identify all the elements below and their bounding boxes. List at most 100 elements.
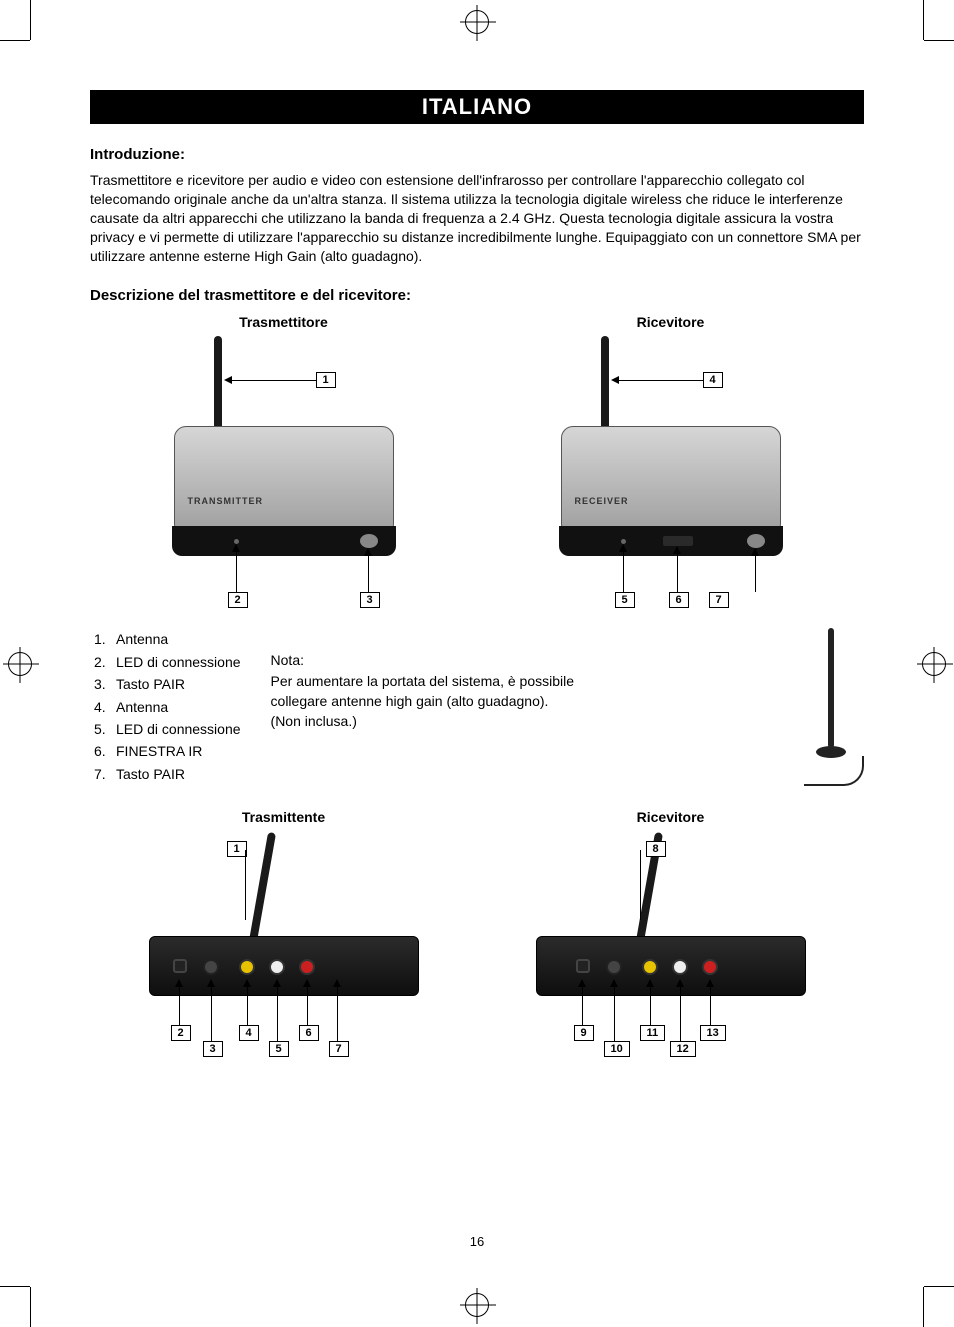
legend-item: LED di connessione xyxy=(116,654,241,670)
video-jack-icon xyxy=(642,959,658,975)
callout-12: 12 xyxy=(670,1041,696,1057)
intro-body: Trasmettitore e ricevitore per audio e v… xyxy=(90,171,864,265)
dc-port-icon xyxy=(576,959,590,973)
callout-1: 1 xyxy=(316,372,336,388)
registration-mark-icon xyxy=(465,10,489,34)
crop-mark xyxy=(0,1286,30,1287)
ir-window-icon xyxy=(663,536,693,546)
device-text: RECEIVER xyxy=(575,496,629,506)
callout-2: 2 xyxy=(171,1025,191,1041)
arrow-icon xyxy=(646,979,654,987)
crop-mark xyxy=(924,40,954,41)
dc-port-icon xyxy=(173,959,187,973)
legend-item: FINESTRA IR xyxy=(116,743,202,759)
description-heading: Descrizione del trasmettitore e del rice… xyxy=(90,287,864,304)
callout-line xyxy=(582,981,583,1025)
callout-line xyxy=(179,981,180,1025)
arrow-icon xyxy=(619,544,627,552)
callout-10: 10 xyxy=(604,1041,630,1057)
page-content: ITALIANO Introduzione: Trasmettitore e r… xyxy=(90,90,864,1267)
legend-num: 2. xyxy=(94,651,116,673)
callout-4: 4 xyxy=(703,372,723,388)
callout-line xyxy=(236,546,237,592)
legend-row: 1.Antenna 2.LED di connessione 3.Tasto P… xyxy=(90,628,864,785)
callout-11: 11 xyxy=(640,1025,666,1041)
audio-l-jack-icon xyxy=(672,959,688,975)
callout-line xyxy=(677,548,678,592)
arrow-icon xyxy=(273,979,281,987)
callout-3: 3 xyxy=(203,1041,223,1057)
page-number: 16 xyxy=(90,1234,864,1249)
arrow-icon xyxy=(333,979,341,987)
legend-item: Tasto PAIR xyxy=(116,766,185,782)
callout-line xyxy=(710,981,711,1025)
transmitter-figure: Trasmettitore TRANSMITTER 1 2 3 xyxy=(90,314,477,616)
figure-row-top: Trasmettitore TRANSMITTER 1 2 3 xyxy=(90,314,864,616)
receiver-figure: Ricevitore RECEIVER 4 5 6 xyxy=(477,314,864,616)
callout-7: 7 xyxy=(709,592,729,608)
arrow-icon xyxy=(673,546,681,554)
note-text: (Non inclusa.) xyxy=(271,711,631,731)
legend-num: 7. xyxy=(94,763,116,785)
audio-r-jack-icon xyxy=(299,959,315,975)
legend-item: Antenna xyxy=(116,699,168,715)
crop-mark xyxy=(0,40,30,41)
audio-r-jack-icon xyxy=(702,959,718,975)
arrow-icon xyxy=(611,376,619,384)
arrow-icon xyxy=(224,376,232,384)
crop-mark xyxy=(30,1287,31,1327)
callout-6: 6 xyxy=(299,1025,319,1041)
arrow-icon xyxy=(676,979,684,987)
legend-num: 1. xyxy=(94,628,116,650)
power-led-icon xyxy=(606,959,622,975)
registration-mark-icon xyxy=(465,1293,489,1317)
figure-row-rear: Trasmittente 1 xyxy=(90,809,864,1091)
device-body xyxy=(561,426,781,536)
callout-line xyxy=(277,981,278,1041)
callout-4: 4 xyxy=(239,1025,259,1041)
callout-line xyxy=(623,546,624,592)
callout-9: 9 xyxy=(574,1025,594,1041)
registration-mark-icon xyxy=(8,652,32,676)
callout-5: 5 xyxy=(615,592,635,608)
ricevitore-rear-label: Ricevitore xyxy=(477,809,864,825)
legend-list: 1.Antenna 2.LED di connessione 3.Tasto P… xyxy=(90,628,241,785)
device-body xyxy=(174,426,394,536)
intro-heading: Introduzione: xyxy=(90,146,864,163)
arrow-icon xyxy=(175,979,183,987)
receiver-label: Ricevitore xyxy=(477,314,864,330)
device-text: TRANSMITTER xyxy=(188,496,264,506)
legend-num: 3. xyxy=(94,673,116,695)
arrow-icon xyxy=(207,979,215,987)
legend-item: LED di connessione xyxy=(116,721,241,737)
callout-line xyxy=(307,981,308,1025)
callout-line xyxy=(245,850,246,920)
arrow-icon xyxy=(578,979,586,987)
crop-mark xyxy=(923,0,924,40)
video-jack-icon xyxy=(239,959,255,975)
pair-button-icon xyxy=(747,534,765,548)
note-block: Nota: Per aumentare la portata del siste… xyxy=(271,650,631,785)
external-antenna-icon xyxy=(784,628,864,778)
callout-line xyxy=(211,981,212,1041)
arrow-icon xyxy=(303,979,311,987)
legend-num: 4. xyxy=(94,696,116,718)
ricevitore-rear-figure: Ricevitore 8 xyxy=(477,809,864,1091)
arrow-icon xyxy=(706,979,714,987)
legend-item: Tasto PAIR xyxy=(116,676,185,692)
crop-mark xyxy=(30,0,31,40)
callout-line xyxy=(247,981,248,1025)
callout-13: 13 xyxy=(700,1025,726,1041)
callout-2: 2 xyxy=(228,592,248,608)
arrow-icon xyxy=(610,979,618,987)
registration-mark-icon xyxy=(922,652,946,676)
callout-line xyxy=(226,380,316,381)
callout-7: 7 xyxy=(329,1041,349,1057)
callout-line xyxy=(337,981,338,1041)
arrow-icon xyxy=(243,979,251,987)
callout-line xyxy=(613,380,703,381)
callout-5: 5 xyxy=(269,1041,289,1057)
callout-line xyxy=(755,550,756,592)
callout-8: 8 xyxy=(646,841,666,857)
legend-num: 5. xyxy=(94,718,116,740)
